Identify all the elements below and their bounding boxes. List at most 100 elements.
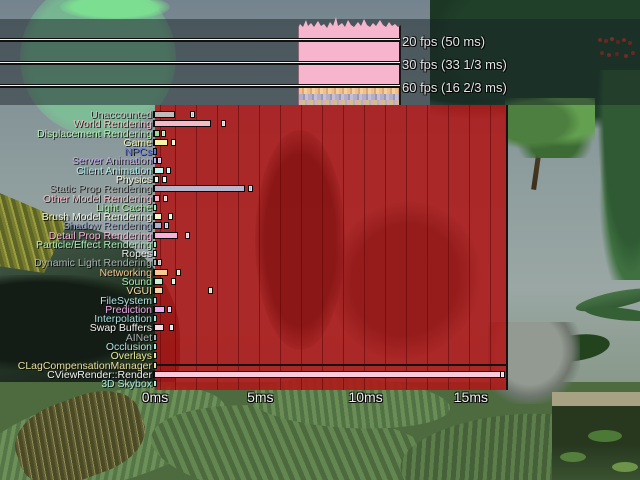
small-tree — [505, 98, 595, 158]
budget-peak-marker — [221, 120, 226, 128]
budget-row-label: AINet — [125, 331, 152, 344]
budget-row: Particle/Effect Rendering — [0, 240, 640, 250]
budget-zero-bracket — [153, 259, 157, 267]
budget-row: Occlusion — [0, 342, 640, 352]
budget-row-label: Game — [123, 136, 152, 149]
budget-zero-bracket — [153, 380, 157, 388]
budget-zero-bracket — [153, 315, 157, 323]
fps-label-20: 20 fps (50 ms) — [402, 34, 486, 49]
budget-row-label: CViewRender::Render — [47, 368, 152, 381]
budget-peak-marker — [168, 213, 173, 221]
budget-peak-marker — [171, 278, 176, 286]
axis-tick-label: 5ms — [247, 389, 274, 405]
budget-bar — [154, 166, 164, 174]
axis-tick-label: 10ms — [348, 389, 383, 405]
budget-row: Light Cache — [0, 203, 640, 213]
budget-row-label: Interpolation — [94, 313, 152, 326]
budget-peak-marker — [185, 231, 190, 239]
budget-row-label: Server Animation — [72, 155, 152, 168]
budget-zero-bracket — [153, 240, 157, 248]
budget-bar — [154, 287, 163, 295]
budget-bar — [154, 138, 168, 146]
budget-row: Swap Buffers — [0, 322, 640, 335]
budget-bar — [154, 213, 162, 221]
budget-row-label: Occlusion — [105, 341, 152, 353]
budget-peak-marker — [157, 157, 162, 165]
axis-tick-label: 0ms — [141, 389, 169, 405]
budget-zero-bracket — [153, 352, 157, 360]
budget-peak-marker — [208, 287, 213, 295]
budget-bar — [154, 185, 245, 193]
budget-row: Interpolation — [0, 314, 640, 324]
budget-peak-marker — [248, 185, 253, 193]
dark-rocks — [0, 275, 160, 370]
budget-row: World Rendering — [0, 118, 640, 131]
budget-bar — [154, 175, 159, 183]
budget-row-label: Networking — [99, 266, 152, 279]
fps-label-60: 60 fps (16 2/3 ms) — [402, 80, 507, 95]
budget-row-label: Brush Model Rendering — [41, 211, 152, 224]
budget-row: Static Prop Rendering — [0, 184, 640, 194]
budget-row-label: Sound — [121, 276, 152, 289]
budget-zero-bracket — [153, 157, 157, 165]
budget-row: FileSystem — [0, 294, 640, 307]
budget-zero-bracket — [153, 333, 157, 341]
budget-row-label: Displacement Rendering — [37, 127, 152, 140]
budget-row: AINet — [0, 331, 640, 344]
tree-shadow-through-panel — [255, 130, 345, 350]
budget-row: Physics — [0, 175, 640, 185]
budget-peak-marker — [163, 194, 168, 202]
budget-row-label: CLagCompensationManager — [17, 359, 152, 372]
budget-row: Server Animation — [0, 155, 640, 168]
budget-peak-marker — [176, 268, 181, 276]
budget-bar — [154, 324, 164, 332]
budget-bar — [154, 129, 160, 137]
budget-peak-marker — [169, 324, 174, 332]
fps-line-20 — [0, 38, 400, 42]
budget-zero-bracket — [153, 203, 157, 211]
budget-row-label: World Rendering — [73, 118, 152, 131]
budget-bar — [154, 120, 211, 128]
budget-row: CLagCompensationManager — [0, 359, 640, 372]
budget-row: 3D Skybox — [0, 379, 640, 389]
budget-zero-bracket — [153, 296, 157, 304]
budget-row-label: Particle/Effect Rendering — [36, 238, 152, 251]
budget-row-label: Shadow Rendering — [62, 220, 152, 233]
budget-peak-marker — [166, 166, 171, 174]
budget-peak-marker — [157, 259, 162, 267]
budget-row-label: Swap Buffers — [89, 322, 152, 335]
budget-zero-bracket — [153, 361, 157, 369]
budget-row-label: Overlays — [110, 350, 152, 363]
budget-peak-marker — [161, 129, 166, 137]
budget-row-label: Physics — [115, 173, 152, 186]
histogram-category-strip — [299, 86, 399, 94]
budget-row: Brush Model Rendering — [0, 212, 640, 222]
budget-row: Other Model Rendering — [0, 193, 640, 204]
budget-zero-bracket — [153, 148, 157, 156]
red-flowers — [598, 38, 602, 42]
budget-bar — [154, 305, 165, 313]
histogram-category-strip — [299, 94, 399, 100]
budget-row: Unaccounted — [0, 110, 640, 120]
budget-row: Prediction — [0, 305, 640, 315]
budget-peak-marker — [167, 305, 172, 313]
budget-bar — [154, 278, 163, 286]
budget-row: Ropes — [0, 249, 640, 259]
budget-row: Networking — [0, 268, 640, 278]
axis-tick-label: 15ms — [453, 389, 489, 405]
sun-lens-flare — [20, 0, 176, 136]
budget-zero-bracket — [153, 343, 157, 350]
budget-row: NPCs — [0, 147, 640, 157]
budget-row: Sound — [0, 277, 640, 287]
budget-row-label: Ropes — [121, 248, 152, 261]
histogram-category-strip — [299, 100, 399, 105]
budget-row: Shadow Rendering — [0, 220, 640, 233]
budget-zero-bracket — [153, 250, 157, 258]
panel-separator-line — [155, 364, 508, 366]
budget-row: Client Animation — [0, 165, 640, 176]
budget-row-label: FileSystem — [100, 294, 152, 307]
budget-bar — [154, 222, 162, 230]
lily-pad — [560, 452, 586, 462]
budget-peak-marker — [164, 222, 169, 230]
